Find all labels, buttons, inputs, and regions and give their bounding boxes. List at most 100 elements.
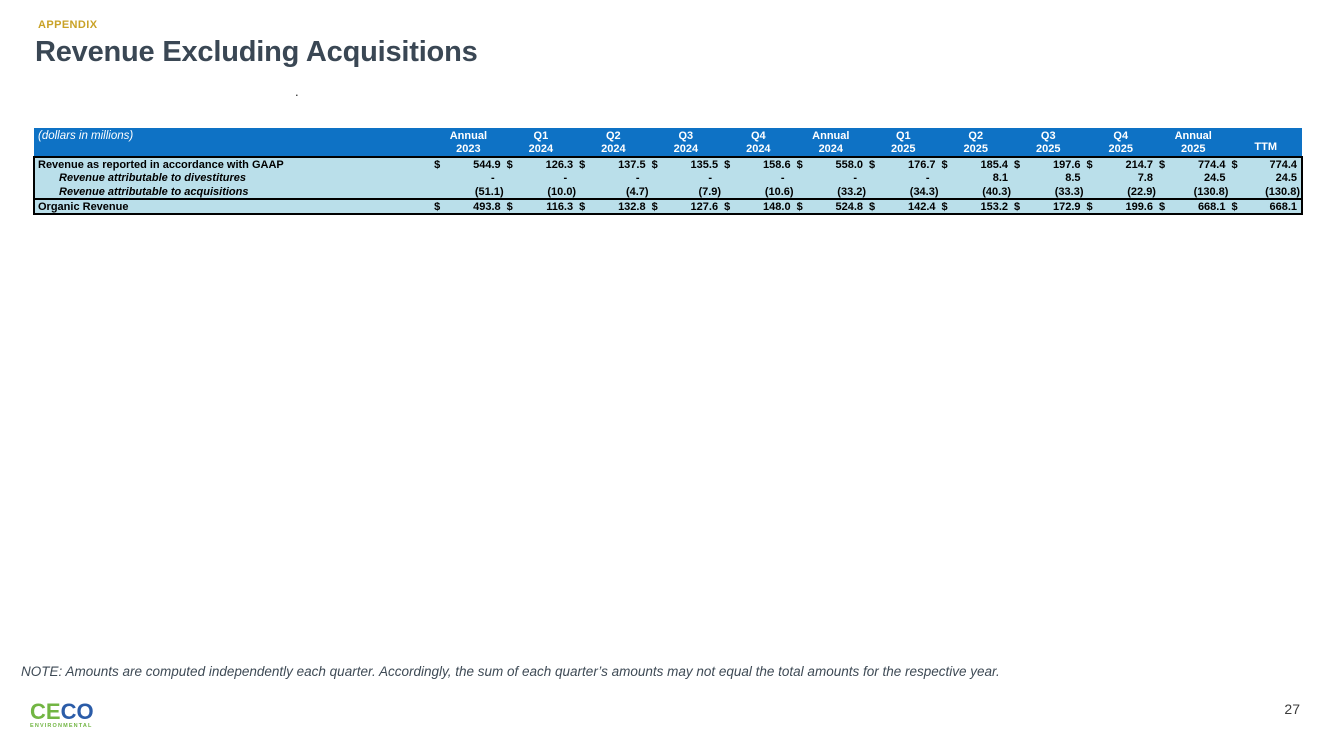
column-header: Q1 2024 — [504, 128, 578, 157]
cell-value: 493.8 — [473, 200, 501, 213]
currency-symbol: $ — [941, 158, 948, 171]
currency-symbol: $ — [1158, 158, 1166, 171]
cell-value: 8.5 — [1065, 172, 1081, 184]
footnote: NOTE: Amounts are computed independently… — [21, 664, 1000, 679]
table-row: Organic Revenue $493.8 $116.3 $132.8 $127.6 $… — [34, 199, 1302, 214]
table-row: Revenue attributable to divestitures - - - -… — [34, 171, 1302, 185]
column-header-line1: Annual — [1174, 130, 1212, 142]
appendix-label: APPENDIX — [38, 19, 98, 31]
column-header-line1 — [1229, 128, 1302, 141]
cell-value: (7.9) — [698, 185, 722, 198]
column-header-line2: 2025 — [891, 143, 916, 155]
currency-symbol: $ — [941, 200, 948, 213]
cell-value: 214.7 — [1125, 158, 1153, 171]
column-header: TTM — [1229, 128, 1302, 157]
cell-value: 185.4 — [980, 158, 1009, 171]
column-header-line1: Q1 — [533, 130, 549, 142]
stray-period: . — [295, 84, 299, 99]
cell-value: (10.6) — [764, 185, 794, 198]
cell-value: - — [563, 172, 568, 184]
row-label: Revenue attributable to divestitures — [59, 172, 247, 184]
cell-value: (51.1) — [474, 185, 504, 198]
currency-symbol: $ — [1231, 158, 1238, 171]
cell-value: (33.2) — [837, 185, 867, 198]
column-header: Q2 2025 — [939, 128, 1013, 157]
currency-symbol: $ — [651, 200, 658, 213]
column-header: Q4 2025 — [1084, 128, 1157, 157]
currency-symbol: $ — [579, 158, 586, 171]
column-header: Q2 2024 — [577, 128, 650, 157]
cell-value: 148.0 — [763, 200, 791, 213]
cell-value: (4.7) — [625, 185, 649, 198]
column-header-line2: 2023 — [456, 143, 481, 155]
cell-value: 158.6 — [763, 158, 791, 171]
ceco-logo-tagline: ENVIRONMENTAL — [30, 723, 93, 729]
cell-value: 126.3 — [545, 158, 574, 171]
currency-symbol: $ — [724, 158, 731, 171]
column-header-line2: 2025 — [1036, 143, 1061, 155]
currency-symbol: $ — [1158, 200, 1166, 213]
ceco-logo-wordmark: CECO — [30, 701, 94, 723]
currency-symbol: $ — [1231, 200, 1238, 213]
table-body: Revenue as reported in accordance with G… — [34, 157, 1302, 199]
table-caption: (dollars in millions) — [34, 128, 433, 157]
column-header-line1: Q1 — [895, 130, 911, 142]
currency-symbol: $ — [434, 200, 441, 213]
cell-value: 176.7 — [908, 158, 936, 171]
cell-value: 558.0 — [835, 158, 864, 171]
page-number: 27 — [1284, 701, 1300, 717]
cell-value: (33.3) — [1054, 185, 1084, 198]
column-header: Annual 2024 — [794, 128, 868, 157]
cell-value: 137.5 — [618, 158, 646, 171]
column-header-line2: 2024 — [528, 143, 554, 155]
cell-value: 7.8 — [1137, 172, 1153, 184]
table-row: Revenue as reported in accordance with G… — [34, 157, 1302, 171]
column-header-line2: TTM — [1254, 141, 1278, 153]
cell-value: 142.4 — [908, 200, 936, 213]
column-header-line2: 2025 — [963, 143, 989, 155]
column-header-line2: 2025 — [1108, 143, 1133, 155]
column-header-line1: Q3 — [678, 130, 694, 142]
cell-value: 774.4 — [1269, 158, 1297, 171]
cell-value: (130.8) — [1193, 185, 1229, 198]
cell-value: 24.5 — [1275, 172, 1297, 184]
column-header: Q4 2024 — [722, 128, 795, 157]
column-header-line1: Annual — [812, 130, 850, 142]
column-header: Q1 2025 — [867, 128, 940, 157]
table-row: Revenue attributable to acquisitions (51.… — [34, 185, 1302, 199]
currency-symbol: $ — [651, 158, 658, 171]
row-label: Revenue attributable to acquisitions — [59, 185, 249, 198]
currency-symbol: $ — [796, 200, 803, 213]
cell-value: 153.2 — [980, 200, 1009, 213]
column-header-line2: 2024 — [673, 143, 699, 155]
table-header: (dollars in millions) Annual 2023 Q1 2024 Q2… — [34, 128, 1302, 157]
column-header: Q3 2024 — [649, 128, 723, 157]
column-header-line2: 2025 — [1180, 143, 1206, 155]
currency-symbol: $ — [506, 158, 513, 171]
column-header: Annual 2025 — [1156, 128, 1230, 157]
currency-symbol: $ — [869, 200, 876, 213]
cell-value: 127.6 — [690, 200, 719, 213]
currency-symbol: $ — [579, 200, 586, 213]
cell-value: - — [490, 172, 495, 184]
column-header-line1: Annual — [449, 130, 488, 142]
currency-symbol: $ — [1014, 200, 1021, 213]
cell-value: 668.1 — [1269, 200, 1297, 213]
table-header-row: (dollars in millions) Annual 2023 Q1 2024 Q2… — [34, 128, 1302, 157]
cell-value: (22.9) — [1127, 185, 1156, 198]
currency-symbol: $ — [1086, 200, 1093, 213]
cell-value: 24.5 — [1204, 172, 1226, 184]
cell-value: (130.8) — [1265, 185, 1300, 198]
cell-value: - — [708, 172, 713, 184]
column-header-line1: Q4 — [750, 130, 766, 142]
currency-symbol: $ — [434, 158, 441, 171]
currency-symbol: $ — [724, 200, 731, 213]
cell-value: 8.1 — [992, 172, 1009, 184]
currency-symbol: $ — [1086, 158, 1093, 171]
cell-value: - — [780, 172, 785, 184]
column-header: Q3 2025 — [1012, 128, 1085, 157]
ceco-logo: CECO ENVIRONMENTAL — [30, 701, 94, 730]
cell-value: 524.8 — [835, 200, 864, 213]
currency-symbol: $ — [796, 158, 803, 171]
